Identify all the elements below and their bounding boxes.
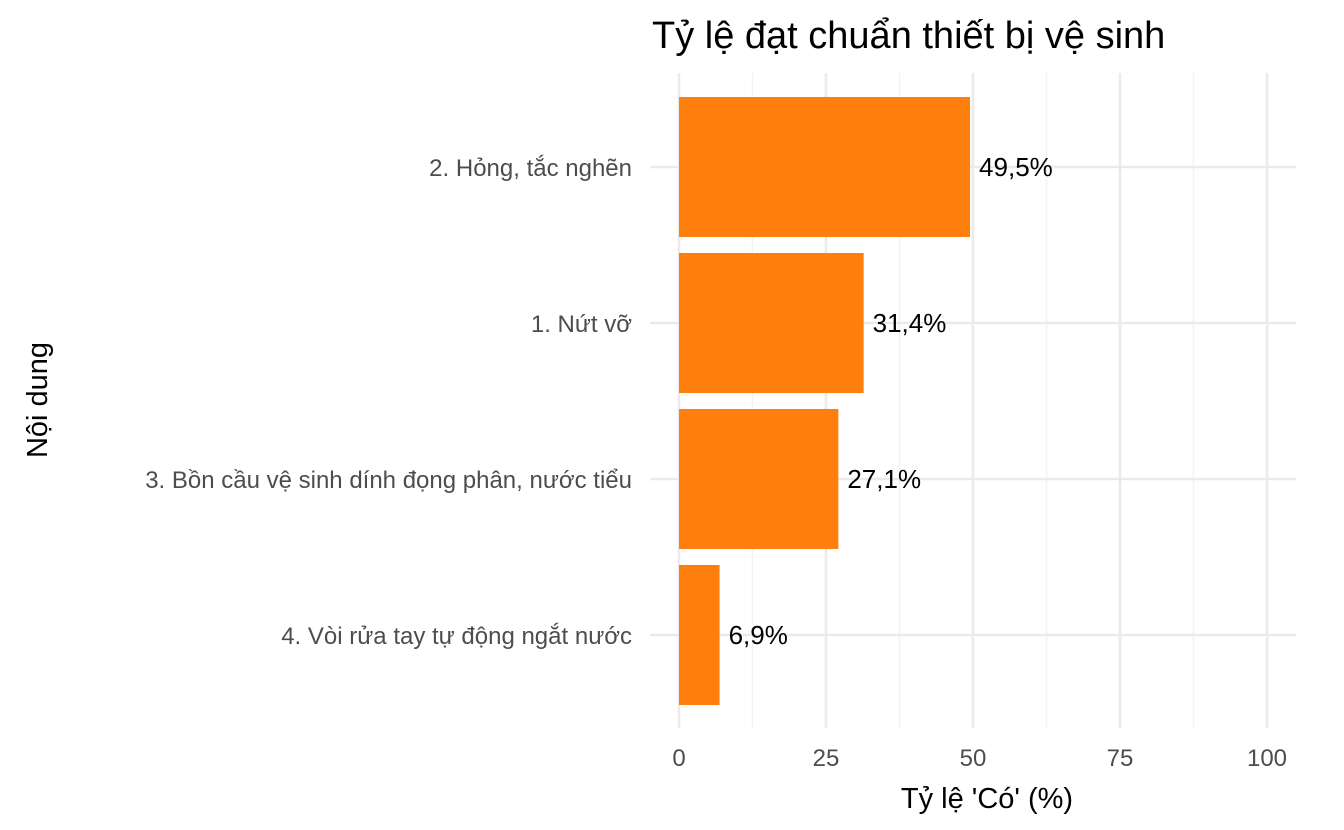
y-axis-title: Nội dung <box>22 342 54 458</box>
data-label: 6,9% <box>729 620 788 650</box>
bar <box>679 409 839 549</box>
y-tick-label: 4. Vòi rửa tay tự động ngắt nước <box>281 623 632 650</box>
bar <box>679 97 971 237</box>
y-tick-label: 2. Hỏng, tắc nghẽn <box>429 155 632 182</box>
x-axis-tick-labels: 0 25 50 75 100 <box>672 745 1287 772</box>
x-axis-title: Tỷ lệ 'Có' (%) <box>901 783 1073 815</box>
data-label: 27,1% <box>847 464 921 494</box>
data-label: 31,4% <box>873 308 947 338</box>
x-tick-label: 75 <box>1107 745 1134 772</box>
chart-title: Tỷ lệ đạt chuẩn thiết bị vệ sinh <box>652 15 1165 57</box>
data-labels: 49,5% 31,4% 27,1% 6,9% <box>729 152 1053 650</box>
x-tick-label: 25 <box>813 745 840 772</box>
y-tick-label: 1. Nứt vỡ <box>531 311 632 338</box>
x-tick-label: 50 <box>960 745 987 772</box>
x-tick-label: 0 <box>672 745 685 772</box>
bar <box>679 565 720 705</box>
data-label: 49,5% <box>979 152 1053 182</box>
bars <box>679 97 971 705</box>
x-tick-label: 100 <box>1247 745 1287 772</box>
y-axis-tick-labels: 2. Hỏng, tắc nghẽn 1. Nứt vỡ 3. Bồn cầu vệ… <box>145 155 632 650</box>
bar <box>679 253 864 393</box>
y-tick-label: 3. Bồn cầu vệ sinh dính đọng phân, nước … <box>145 467 632 494</box>
